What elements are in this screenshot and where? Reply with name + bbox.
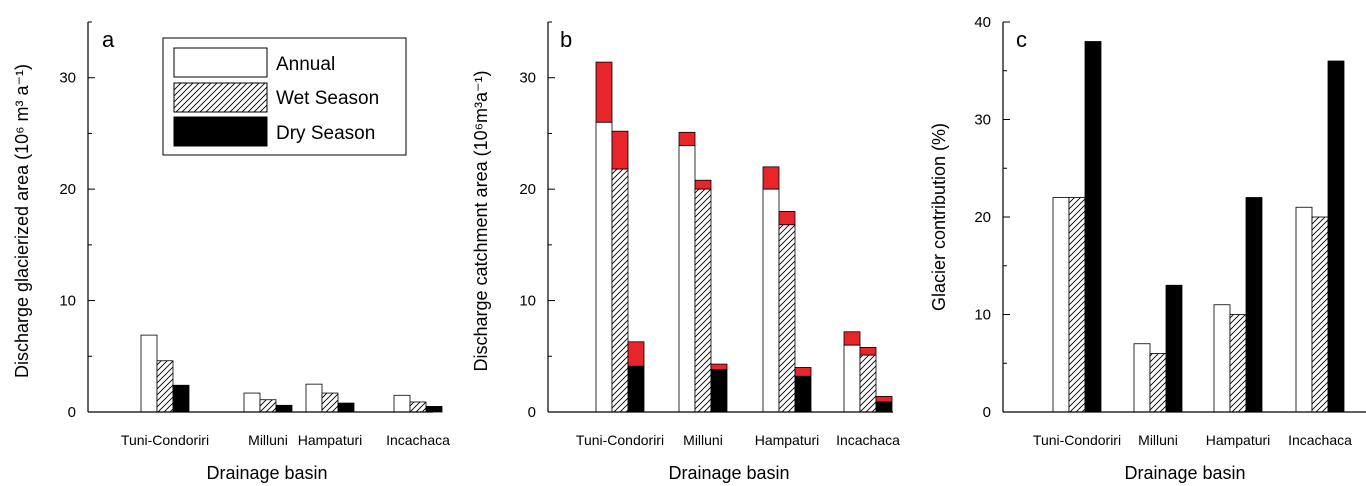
bar-wet-season-c: [1229, 314, 1247, 413]
bar-extra-dry-season-b: [794, 367, 812, 377]
bar-wet-season-b: [694, 188, 712, 413]
bar-annual-c: [1133, 343, 1151, 413]
y-axis-title-a: Discharge glacierized area (10⁶ m³ a⁻¹): [12, 64, 32, 378]
x-axis-title-b: Drainage basin: [668, 463, 789, 483]
bar-wet-season-c: [1068, 197, 1086, 413]
x-category-label-a: Hampaturi: [298, 432, 363, 448]
y-tick-label-a: 10: [59, 293, 76, 310]
legend-label-dry-season: Dry Season: [276, 123, 375, 144]
x-category-label-a: Milluni: [248, 432, 288, 448]
x-category-label-c: Tuni-Condoriri: [1033, 432, 1121, 448]
bar-extra-wet-season-b: [859, 346, 877, 356]
legend-swatch-wet-season: [173, 82, 268, 113]
bar-annual-a: [305, 383, 323, 413]
bar-annual-b: [678, 145, 696, 413]
bar-annual-a: [393, 394, 411, 413]
y-tick-label-b: 10: [519, 293, 536, 310]
bar-dry-season-a: [172, 384, 190, 413]
y-tick-label-b: 0: [528, 404, 536, 421]
x-category-label-c: Hampaturi: [1206, 432, 1271, 448]
x-category-label-c: Incachaca: [1288, 432, 1352, 448]
legend-swatch-dry-season: [173, 116, 268, 147]
x-category-label-b: Milluni: [683, 432, 723, 448]
y-tick-label-a: 30: [59, 70, 76, 87]
y-tick-label-a: 20: [59, 181, 76, 198]
panel-a: a Discharge glacierized area (10⁶ m³ a⁻¹…: [12, 21, 450, 483]
bar-dry-season-a: [275, 404, 293, 413]
bar-dry-season-c: [1327, 60, 1345, 413]
bar-dry-season-c: [1245, 197, 1263, 413]
bar-wet-season-a: [259, 399, 277, 413]
bar-annual-b: [762, 188, 780, 413]
legend-label-wet-season: Wet Season: [276, 88, 379, 109]
bar-extra-annual-b: [595, 61, 613, 123]
bar-dry-season-c: [1084, 41, 1102, 413]
bar-annual-c: [1052, 197, 1070, 413]
bar-wet-season-b: [778, 224, 796, 413]
y-tick-label-a: 0: [68, 404, 76, 421]
bar-extra-wet-season-b: [694, 179, 712, 190]
bar-annual-c: [1295, 206, 1313, 413]
panel-c: c Glacier contribution (%) Drainage basi…: [929, 14, 1366, 483]
x-axis-title-a: Drainage basin: [206, 463, 327, 483]
bar-dry-season-a: [425, 406, 443, 413]
legend: Annual Wet Season Dry Season: [162, 37, 407, 156]
bar-dry-season-b: [710, 369, 728, 413]
bar-dry-season-b: [794, 375, 812, 413]
x-category-label-a: Incachaca: [386, 432, 450, 448]
bar-wet-season-b: [611, 168, 629, 413]
bar-annual-a: [140, 334, 158, 413]
bar-wet-season-a: [409, 401, 427, 413]
bar-dry-season-b: [875, 401, 893, 413]
bar-annual-b: [595, 121, 613, 413]
bar-extra-dry-season-b: [875, 395, 893, 403]
bar-dry-season-b: [627, 365, 645, 413]
y-tick-label-c: 0: [983, 404, 991, 421]
bar-extra-annual-b: [762, 166, 780, 190]
bar-annual-a: [243, 392, 261, 413]
panel-b: b Discharge catchment area (10⁶m³a⁻¹) Dr…: [471, 21, 900, 483]
bar-dry-season-a: [337, 402, 355, 413]
bar-dry-season-c: [1165, 284, 1183, 413]
panel-letter-c: c: [1016, 27, 1027, 52]
x-category-label-b: Incachaca: [836, 432, 900, 448]
y-tick-label-c: 10: [974, 307, 991, 324]
x-axis-title-c: Drainage basin: [1124, 463, 1245, 483]
y-tick-label-c: 40: [974, 14, 991, 31]
bar-wet-season-c: [1149, 353, 1167, 413]
bar-wet-season-a: [321, 392, 339, 413]
bar-wet-season-a: [156, 360, 174, 413]
y-axis-title-b: Discharge catchment area (10⁶m³a⁻¹): [471, 70, 491, 371]
bar-annual-c: [1213, 304, 1231, 413]
legend-swatch-annual: [173, 47, 268, 78]
panel-letter-b: b: [560, 27, 572, 52]
x-category-label-c: Milluni: [1138, 432, 1178, 448]
y-tick-label-b: 30: [519, 70, 536, 87]
bar-annual-b: [843, 344, 861, 413]
bar-extra-annual-b: [678, 131, 696, 147]
y-tick-label-c: 20: [974, 209, 991, 226]
bar-extra-dry-season-b: [627, 341, 645, 367]
bar-extra-wet-season-b: [611, 130, 629, 170]
bar-extra-annual-b: [843, 331, 861, 346]
legend-label-annual: Annual: [276, 54, 335, 75]
bar-wet-season-b: [859, 354, 877, 413]
y-axis-title-c: Glacier contribution (%): [929, 123, 949, 311]
panel-letter-a: a: [102, 27, 115, 52]
bar-extra-wet-season-b: [778, 211, 796, 226]
x-category-label-a: Tuni-Condoriri: [121, 432, 209, 448]
bar-wet-season-c: [1311, 216, 1329, 413]
bar-extra-dry-season-b: [710, 363, 728, 371]
y-tick-label-b: 20: [519, 181, 536, 198]
x-category-label-b: Tuni-Condoriri: [576, 432, 664, 448]
y-tick-label-c: 30: [974, 112, 991, 129]
x-category-label-b: Hampaturi: [755, 432, 820, 448]
